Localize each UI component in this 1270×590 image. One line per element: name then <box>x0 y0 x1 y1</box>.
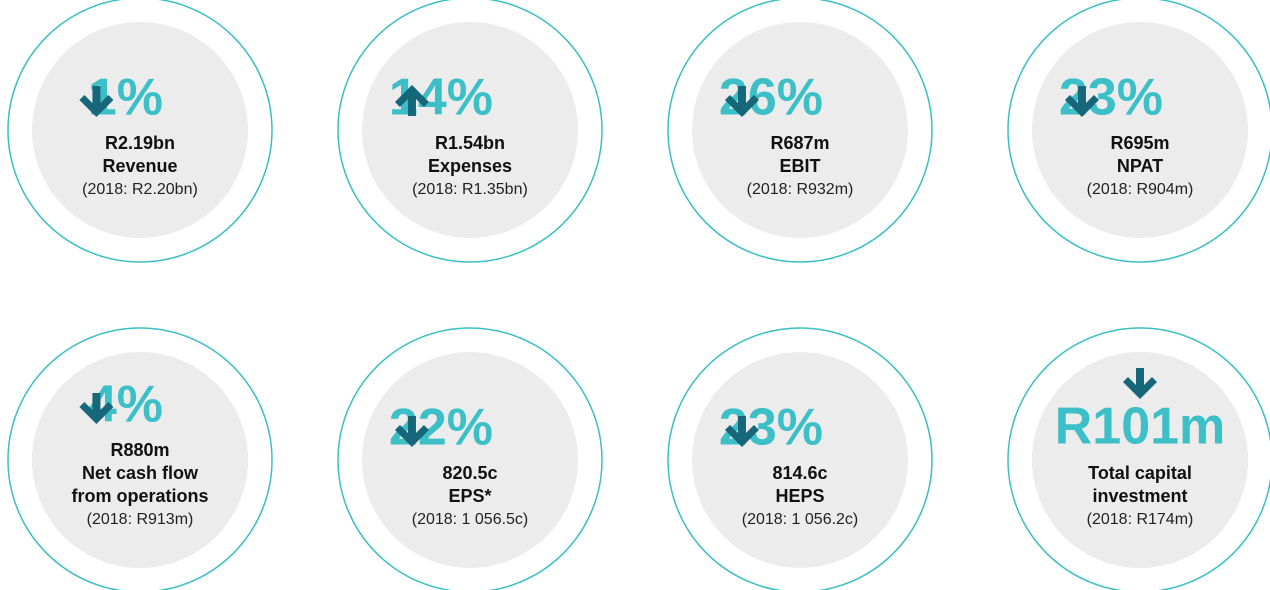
metric-value: R880m <box>110 440 169 460</box>
comparison: (2018: R174m) <box>1087 511 1194 528</box>
arrow-down <box>394 416 429 447</box>
outer-ring <box>1007 327 1270 590</box>
kpi-card: (2018: R932m) EBIT R687m 26% <box>667 0 933 263</box>
inner-disc <box>692 22 908 238</box>
metric-label: Total capital <box>1088 463 1192 483</box>
metric-label: Revenue <box>102 156 177 176</box>
kpi-card: (2018: R913m) Net cash flow from operation… <box>7 327 273 590</box>
metric-value: R2.19bn <box>105 133 175 153</box>
metric-label: investment <box>1092 486 1187 506</box>
comparison: (2018: R904m) <box>1087 181 1194 198</box>
arrow-down <box>724 86 759 117</box>
kpi-card: (2018: R174m) Total capital investment R101… <box>1007 327 1270 590</box>
arrow-down <box>79 393 114 424</box>
metric-label: Net cash flow <box>82 463 199 483</box>
comparison: (2018: 1 056.2c) <box>742 511 859 528</box>
outer-ring <box>337 327 603 590</box>
inner-disc <box>362 22 578 238</box>
change: 23% <box>1059 69 1163 127</box>
comparison: (2018: R932m) <box>747 181 854 198</box>
metric-label: NPAT <box>1117 156 1163 176</box>
inner-disc <box>1032 352 1248 568</box>
arrow-down <box>724 416 759 447</box>
metric-value: 814.6c <box>772 463 827 483</box>
outer-ring <box>667 0 933 263</box>
arrow-up <box>394 85 429 116</box>
inner-disc <box>692 352 908 568</box>
metric-value: R695m <box>1110 133 1169 153</box>
inner-disc <box>1032 22 1248 238</box>
metric-label: from operations <box>71 486 208 506</box>
comparison: (2018: R2.20bn) <box>82 181 198 198</box>
metric-label: HEPS <box>775 486 824 506</box>
change: 26% <box>719 69 823 127</box>
outer-ring <box>7 327 273 590</box>
arrow-down <box>1123 368 1157 399</box>
inner-disc <box>362 352 578 568</box>
outer-ring <box>667 327 933 590</box>
metric-value: R1.54bn <box>435 133 505 153</box>
arrow-down <box>1064 86 1099 117</box>
inner-disc <box>32 22 248 238</box>
arrow-down <box>79 86 114 117</box>
change: 23% <box>719 399 823 457</box>
kpi-card: (2018: 1 056.2c) HEPS 814.6c 23% <box>667 327 933 590</box>
outer-ring <box>337 0 603 263</box>
metric-label: EPS* <box>448 486 491 506</box>
comparison: (2018: 1 056.5c) <box>412 511 529 528</box>
outer-ring <box>7 0 273 263</box>
metric-value: 820.5c <box>442 463 497 483</box>
metric-label: Expenses <box>428 156 512 176</box>
change: R101m <box>1055 398 1226 456</box>
kpi-card: (2018: R904m) NPAT R695m 23% <box>1007 0 1270 263</box>
comparison: (2018: R913m) <box>87 511 194 528</box>
kpi-card: (2018: 1 056.5c) EPS* 820.5c 22% <box>337 327 603 590</box>
metric-label: EBIT <box>779 156 820 176</box>
outer-ring <box>1007 0 1270 263</box>
metric-value: R687m <box>770 133 829 153</box>
change: 22% <box>389 399 493 457</box>
comparison: (2018: R1.35bn) <box>412 181 528 198</box>
